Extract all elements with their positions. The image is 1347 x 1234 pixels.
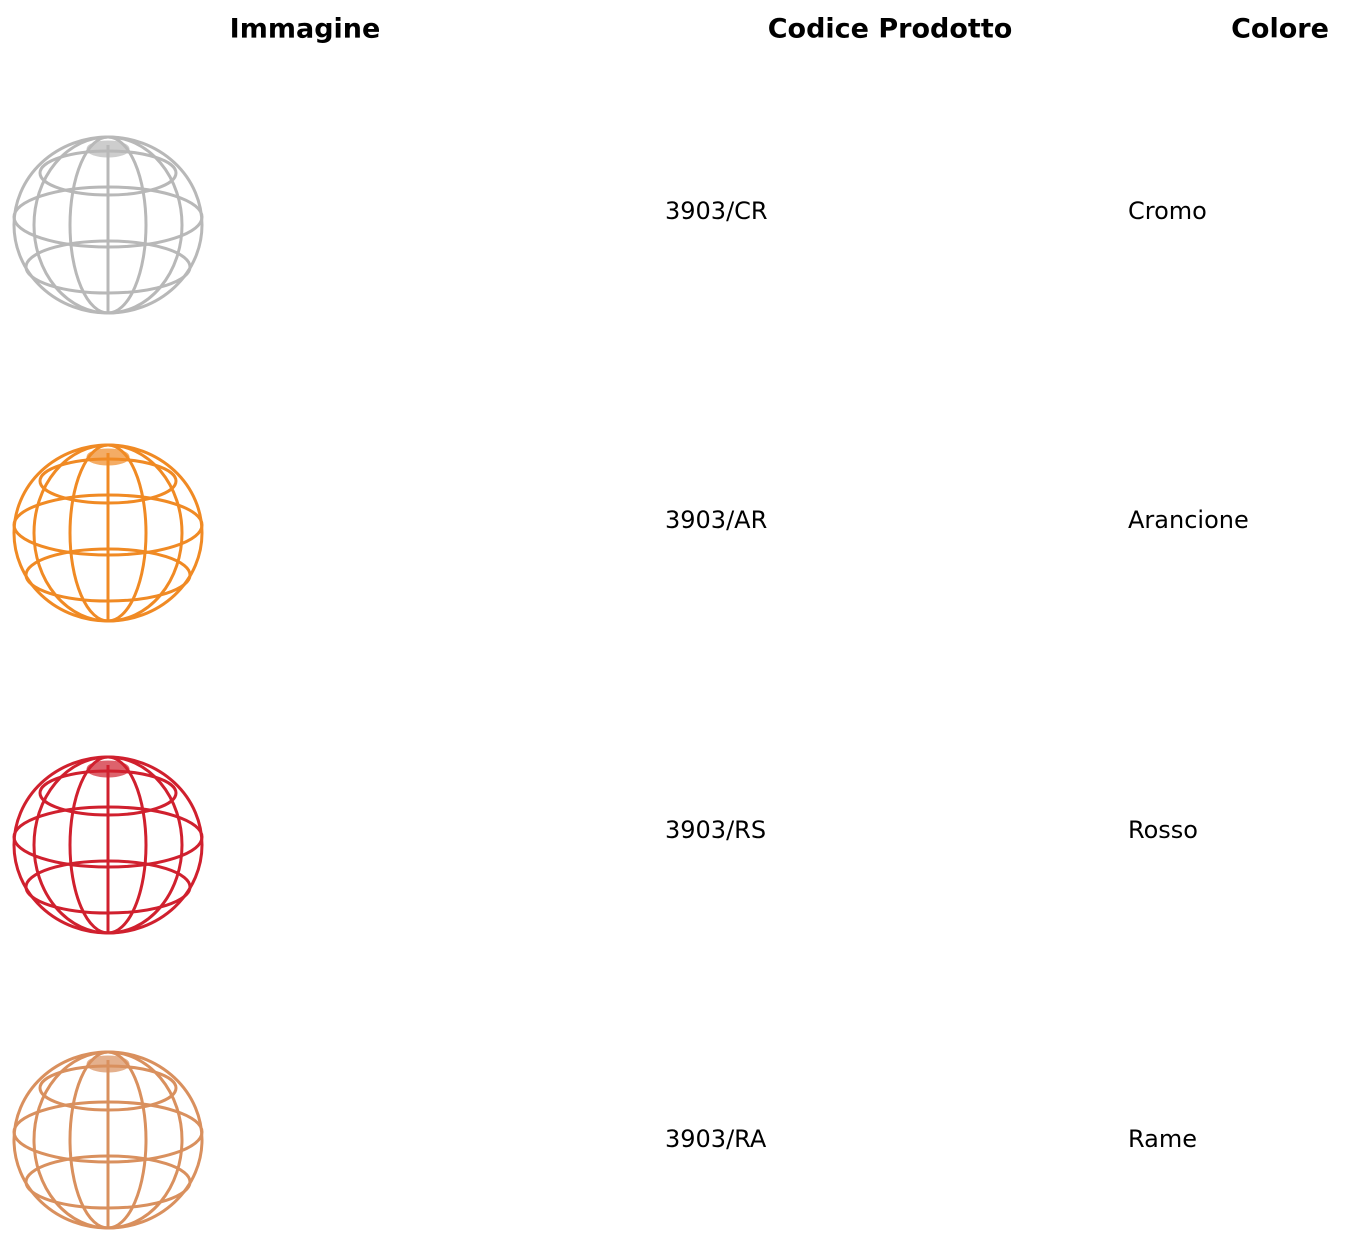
product-image (14, 757, 202, 933)
product-color: Rosso (1128, 816, 1198, 844)
product-code: 3903/RS (665, 816, 766, 844)
product-table: Immagine Codice Prodotto Colore 3903/CR … (0, 0, 1347, 1234)
header-cell: Immagine (230, 14, 381, 45)
product-code: 3903/RA (665, 1125, 767, 1153)
product-color: Cromo (1128, 197, 1207, 225)
product-image (14, 445, 202, 621)
product-image (14, 137, 202, 313)
product-code: 3903/AR (665, 506, 767, 534)
product-color: Arancione (1128, 506, 1249, 534)
product-image (14, 1052, 202, 1228)
header-cell: Colore (1231, 14, 1329, 45)
product-color: Rame (1128, 1125, 1197, 1153)
product-code: 3903/CR (665, 197, 768, 225)
header-cell: Codice Prodotto (768, 14, 1013, 45)
